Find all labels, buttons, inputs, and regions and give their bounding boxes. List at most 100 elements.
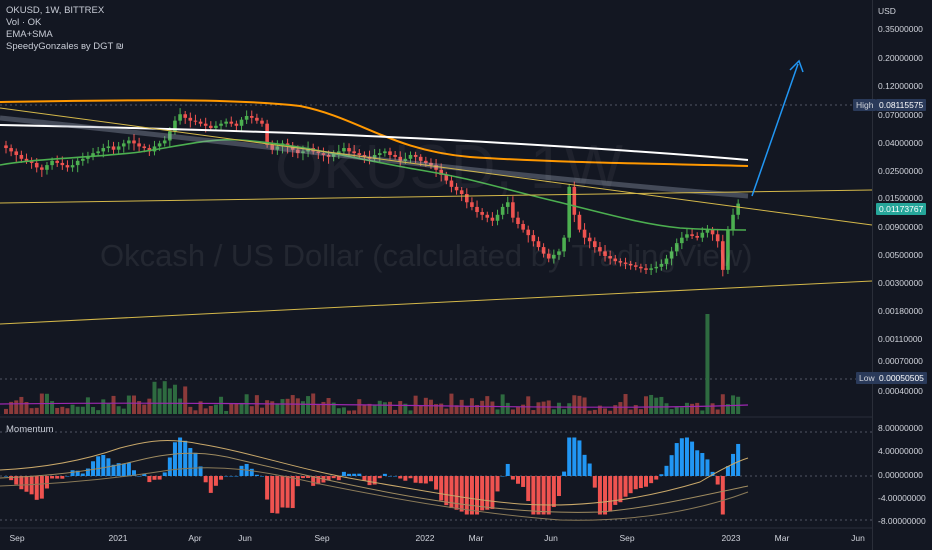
candle-body [500,206,505,215]
volume-bar [439,403,444,414]
candle-body [654,266,659,269]
candle-body [188,117,193,121]
legend-speedy[interactable]: SpeedyGonzales ву DGT ₪ [6,41,124,52]
momentum-bar [91,461,96,476]
volume-bar [597,405,602,414]
momentum-bar [167,457,172,476]
momentum-bar [116,463,121,476]
momentum-bar [285,476,290,508]
candle-body [342,148,346,152]
momentum-bar [44,476,49,489]
momentum-bar [377,476,382,479]
candle-body [244,116,249,120]
legend-symbol[interactable]: OKUSD, 1W, BITTREX [6,5,105,16]
candle-body [275,146,280,150]
momentum-bar [219,476,224,480]
volume-bar [34,407,39,414]
candle-body [659,263,664,267]
candle-body [434,165,438,170]
momentum-bar [65,476,70,477]
momentum-label[interactable]: Momentum [6,424,54,435]
volume-bar [142,404,147,414]
momentum-bar [705,459,710,476]
momentum-bar [382,473,387,476]
volume-bar [556,402,561,414]
momentum-bar [101,454,106,476]
momentum-bar [582,454,587,476]
candle-body [116,146,121,150]
volume-bar [490,401,495,414]
volume-bar [147,398,152,414]
momentum-bar [649,476,654,484]
candle-body [50,160,54,166]
momentum-bar [4,476,8,477]
candle-body [485,214,490,218]
momentum-bar [29,476,34,495]
price-tick: 0.00110000 [878,334,923,344]
momentum-bar [408,476,413,479]
volume-bar [526,396,531,414]
volume-bar [449,393,454,414]
momentum-bar [203,476,208,483]
volume-bar [295,398,300,414]
momentum-bar [628,476,633,494]
candle-body [224,121,228,124]
time-tick: 2023 [721,533,741,543]
time-tick: Mar [774,533,790,543]
volume-bar [720,394,725,414]
momentum-bar [597,476,602,515]
volume-bar [85,397,90,414]
volume-bar [65,408,70,414]
volume-bar [562,409,567,414]
momentum-bar [270,476,275,513]
candle-body [536,241,541,248]
candle-body [357,153,362,155]
candle-body [24,158,29,161]
volume-bar [592,409,597,414]
volume-bar [29,408,34,414]
candle-body [255,117,259,121]
momentum-bar [679,438,684,476]
candle-body [680,237,684,244]
momentum-bar [60,476,65,479]
momentum-bar [188,448,193,476]
candle-body [168,131,172,141]
candle-body [362,154,367,157]
candle-body [296,149,300,154]
volume-bar [393,409,398,414]
candle-body [664,258,669,264]
momentum-bar [198,466,203,476]
legend-volume[interactable]: Vol · OK [6,17,42,28]
sma-orange-line [0,99,749,167]
volume-bar [4,408,8,414]
volume-bar [132,395,136,414]
momentum-bar [162,472,167,476]
volume-bar [403,403,408,414]
candle-body [577,214,582,230]
momentum-bar [623,476,628,497]
candle-body [403,158,408,161]
momentum-bar [710,471,715,476]
candle-body [331,153,336,157]
candle-body [347,148,351,152]
volume-bar [229,403,234,414]
candle-body [726,229,730,270]
momentum-bar [142,473,147,476]
momentum-tick: 4.00000000 [878,446,923,456]
momentum-bar [546,476,551,515]
volume-bar [321,401,326,414]
candle-body [633,265,638,267]
volume-bar [178,398,183,414]
momentum-bar [229,476,234,477]
candle-body [86,156,90,159]
candle-body [572,186,577,215]
candle-body [45,165,49,170]
candle-body [127,140,131,144]
candle-body [91,153,95,157]
candle-body [731,214,735,230]
momentum-bar [715,476,720,485]
candle-body [121,143,126,147]
candle-body [721,241,725,270]
legend-ema-sma[interactable]: EMA+SMA [6,29,53,40]
